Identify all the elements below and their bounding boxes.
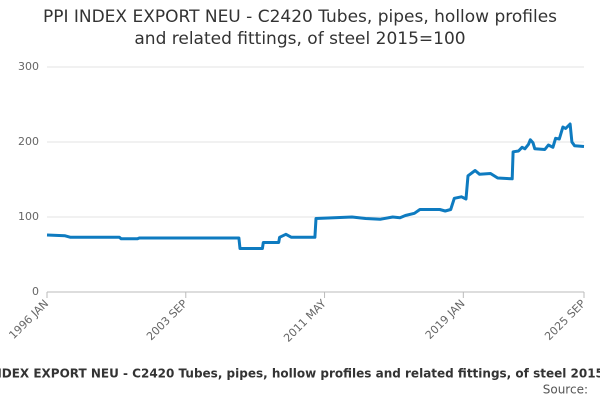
x-tick-label: 2019 JAN xyxy=(423,297,468,342)
line xyxy=(46,122,585,250)
x-tick-label: 1996 JAN xyxy=(6,297,51,342)
chart-title: PPI INDEX EXPORT NEU - C2420 Tubes, pipe… xyxy=(42,7,558,49)
y-tick-label: 300 xyxy=(18,60,39,73)
x-tick-label: 2003 SEP xyxy=(144,297,190,343)
x-tick-label: 2025 SEP xyxy=(542,297,588,343)
y-tick-label: 0 xyxy=(32,285,39,298)
y-tick-label: 100 xyxy=(18,210,39,223)
y-tick-label: 200 xyxy=(18,135,39,148)
source-label: Source: xyxy=(543,383,588,397)
x-tick-label: 2011 MAY xyxy=(281,297,329,345)
caption: PPI INDEX EXPORT NEU - C2420 Tubes, pipe… xyxy=(0,367,600,381)
